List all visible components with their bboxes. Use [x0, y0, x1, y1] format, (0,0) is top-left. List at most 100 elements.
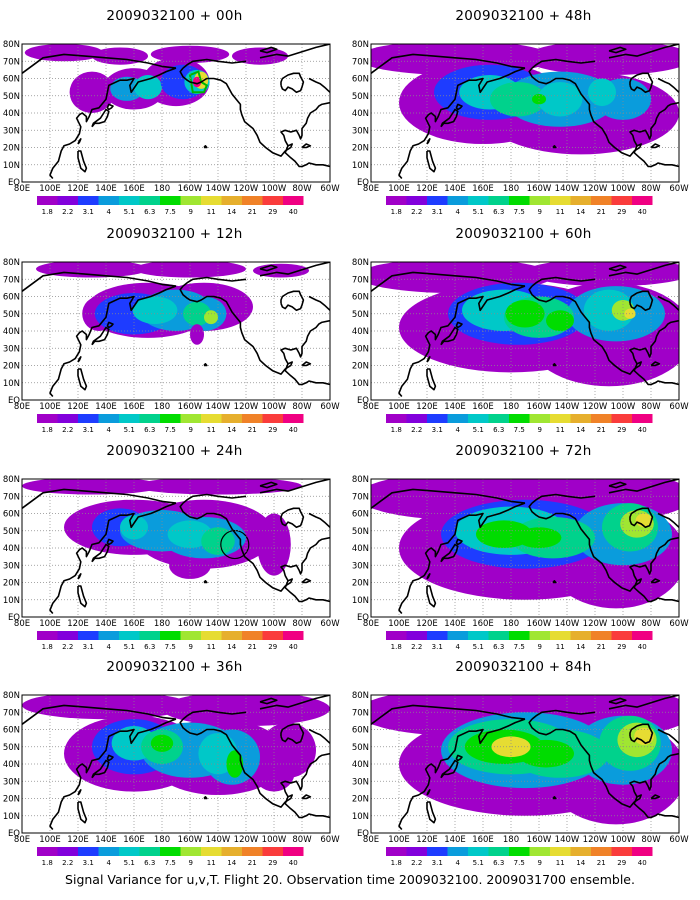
- colorbar-swatch: [160, 631, 181, 640]
- x-tick-label: 100E: [388, 835, 410, 845]
- x-tick-label: 160E: [472, 619, 494, 629]
- coastline: [608, 479, 679, 494]
- coastline: [280, 723, 305, 745]
- y-tick-label: EQ: [357, 829, 369, 839]
- colorbar-swatch: [386, 847, 407, 856]
- colorbar-swatch: [611, 847, 632, 856]
- coastline: [77, 573, 82, 580]
- coastline: [179, 67, 330, 157]
- x-tick-label: 80E: [14, 619, 30, 629]
- coastline: [440, 759, 459, 779]
- x-tick-label: 60W: [669, 402, 689, 412]
- colorbar-label: 29: [617, 643, 626, 651]
- y-tick-label: EQ: [8, 178, 20, 188]
- coastline: [531, 276, 596, 287]
- y-tick-label: 70N: [352, 275, 369, 285]
- panel-title: 2009032100 + 12h: [106, 226, 243, 242]
- coastline: [455, 538, 463, 546]
- colorbar-label: 21: [597, 643, 606, 651]
- y-tick-label: 80N: [3, 475, 20, 485]
- colorbar-label: 14: [576, 208, 585, 216]
- colorbar-swatch: [242, 196, 263, 205]
- colorbar-label: 11: [207, 643, 216, 651]
- y-tick-label: 20N: [352, 795, 369, 805]
- y-tick-label: 10N: [3, 812, 20, 822]
- y-tick-label: 60N: [3, 726, 20, 736]
- y-tick-label: 70N: [352, 57, 369, 67]
- colorbar-swatch: [468, 631, 489, 640]
- variance-contour: [132, 296, 178, 325]
- colorbar: 1.8 2.2 3.1 4 5.1 6.3 7.5 9 11 14 21 29 40: [386, 847, 653, 867]
- colorbar-label: 4: [107, 643, 112, 651]
- colorbar-swatch: [37, 196, 58, 205]
- colorbar-swatch: [283, 847, 304, 856]
- variance-contour: [204, 310, 218, 325]
- coastline: [426, 585, 437, 608]
- coastline: [49, 718, 177, 831]
- colorbar-label: 14: [576, 643, 585, 651]
- y-tick-label: 70N: [3, 57, 20, 67]
- colorbar-label: 9: [538, 208, 542, 216]
- colorbar-label: 11: [556, 426, 565, 434]
- y-tick-label: 60N: [3, 75, 20, 85]
- x-tick-label: 120E: [416, 184, 438, 194]
- grid-lines: [22, 262, 330, 400]
- colorbar-label: 7.5: [165, 426, 176, 434]
- coastlines: [22, 262, 330, 398]
- colorbar-swatch: [262, 414, 283, 423]
- colorbar-swatch: [427, 414, 448, 423]
- coastline: [106, 321, 114, 329]
- y-tick-label: 20N: [3, 144, 20, 154]
- x-tick-label: 60W: [320, 619, 340, 629]
- colorbar-swatch: [591, 847, 612, 856]
- colorbar-label: 9: [189, 643, 193, 651]
- colorbar-swatch: [529, 631, 550, 640]
- y-tick-label: 50N: [3, 527, 20, 537]
- colorbar-label: 3.1: [83, 208, 94, 216]
- coastline: [440, 543, 459, 563]
- x-tick-label: 160E: [123, 619, 145, 629]
- x-tick-label: 80W: [641, 184, 661, 194]
- colorbar-swatch: [488, 631, 509, 640]
- colorbar-swatch: [611, 414, 632, 423]
- variance-contour: [532, 94, 546, 105]
- coastline: [371, 488, 526, 509]
- x-tick-label: 120E: [67, 402, 89, 412]
- y-tick-label: 40N: [352, 327, 369, 337]
- colorbar-swatch: [221, 196, 242, 205]
- x-tick-label: 140W: [206, 184, 231, 194]
- plot-frame: [370, 694, 680, 834]
- colorbar-label: 1.8: [391, 426, 402, 434]
- coastline: [308, 77, 330, 93]
- x-tick-label: 120W: [583, 402, 608, 412]
- coastline: [182, 276, 247, 287]
- x-tick-label: 60W: [669, 184, 689, 194]
- coastlines: [22, 695, 330, 831]
- colorbar-label: 4: [107, 859, 112, 867]
- y-tick-label: 60N: [352, 293, 369, 303]
- coastline: [531, 709, 596, 720]
- colorbar-swatch: [447, 847, 468, 856]
- x-tick-label: 180: [154, 835, 170, 845]
- coastline: [284, 363, 330, 386]
- colorbar-swatch: [119, 847, 140, 856]
- variance-contour: [525, 262, 679, 287]
- x-tick-label: 120E: [416, 835, 438, 845]
- colorbar-swatch: [570, 196, 591, 205]
- coastline: [284, 145, 330, 168]
- x-tick-label: 80W: [641, 835, 661, 845]
- coastline: [203, 796, 208, 800]
- colorbar: 1.8 2.2 3.1 4 5.1 6.3 7.5 9 11 14 21 29 40: [386, 631, 653, 651]
- colorbar: 1.8 2.2 3.1 4 5.1 6.3 7.5 9 11 14 21 29 40: [386, 414, 653, 434]
- coastline: [371, 271, 526, 292]
- variance-contour: [24, 44, 104, 62]
- x-tick-label: 140E: [444, 835, 466, 845]
- colorbar-label: 40: [638, 426, 647, 434]
- plot-frame: [370, 261, 680, 401]
- colorbar: 1.8 2.2 3.1 4 5.1 6.3 7.5 9 11 14 21 29 40: [37, 847, 304, 867]
- coastline: [280, 507, 305, 529]
- coastline: [426, 573, 431, 580]
- coastline: [77, 789, 82, 796]
- y-tick-label: 50N: [352, 310, 369, 320]
- x-tick-label: 160W: [527, 184, 552, 194]
